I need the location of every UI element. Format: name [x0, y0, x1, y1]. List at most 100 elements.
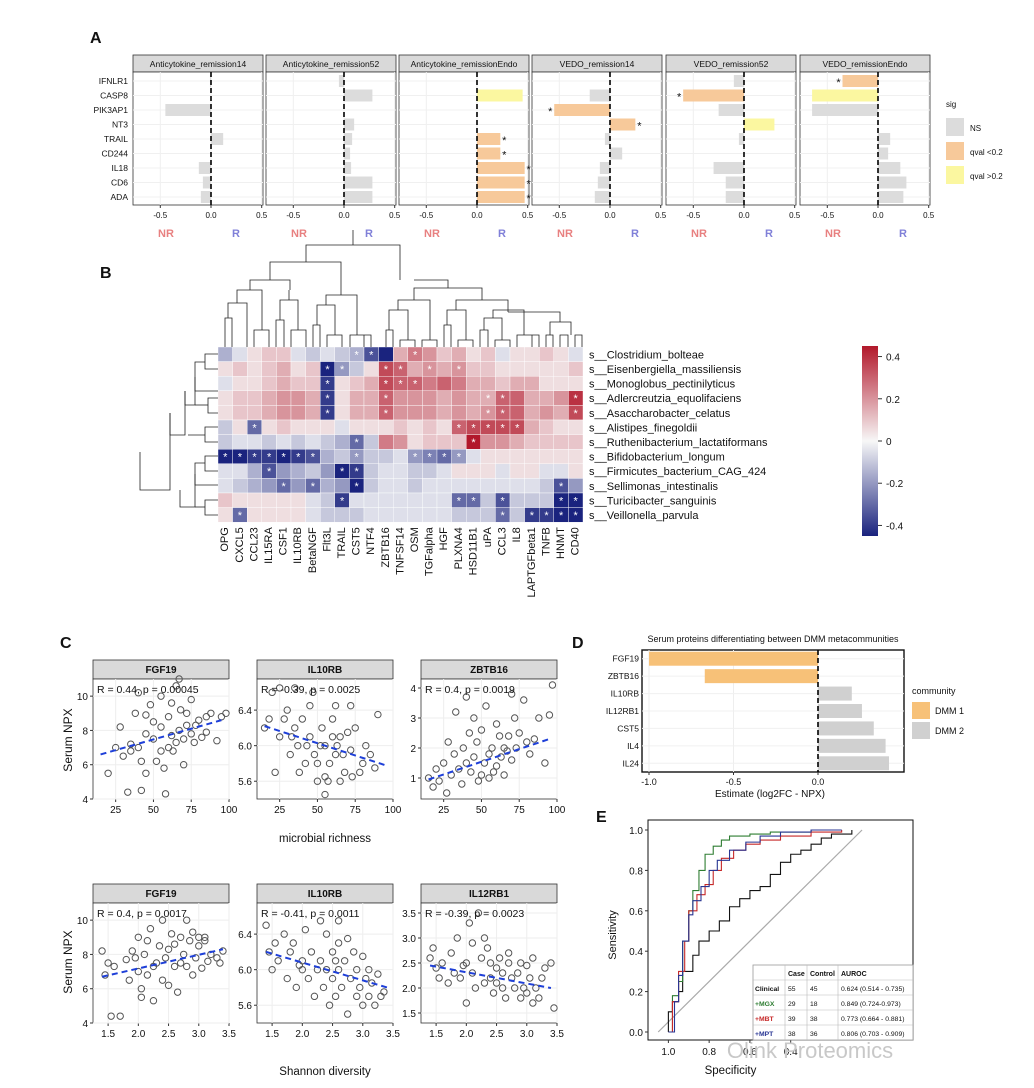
scatter-point — [426, 954, 434, 962]
nr-label: NR — [158, 228, 174, 240]
column-label: CSF1 — [278, 527, 290, 555]
scatter-point — [182, 962, 191, 971]
table-cell: 36 — [810, 1031, 818, 1038]
significance-star: * — [384, 408, 389, 420]
panel-label-a: A — [90, 30, 102, 47]
scatter-point — [325, 1001, 334, 1009]
heatmap-cell — [363, 492, 379, 508]
x-axis-label: Specificity — [705, 1065, 757, 1077]
r-label: R — [498, 228, 506, 240]
significance-star: * — [296, 452, 301, 464]
scatter-point — [146, 925, 155, 933]
heatmap-cell — [539, 376, 555, 392]
scatter-point — [198, 964, 206, 972]
significance-star: * — [340, 364, 345, 376]
effect-bar — [713, 162, 744, 174]
color-scale-label: 0 — [886, 437, 892, 448]
scatter-point — [172, 682, 180, 690]
heatmap-cell — [568, 507, 584, 523]
y-axis-label: Sensitivity — [607, 910, 619, 960]
heatmap-cell — [363, 419, 379, 435]
scatter-point — [182, 916, 191, 924]
estimate-bar — [704, 669, 818, 684]
heatmap-cell — [334, 376, 350, 392]
x-tick-label: 1.5 — [429, 1029, 443, 1040]
heatmap-cell — [363, 434, 379, 450]
scatter-point — [477, 726, 486, 734]
scatter-point — [492, 979, 501, 987]
scatter-point — [158, 976, 167, 984]
heatmap-cell — [539, 346, 555, 362]
effect-bar — [477, 191, 525, 203]
effect-bar — [344, 176, 373, 189]
heatmap-cell — [539, 449, 555, 465]
watermark-text: Olink Proteomics — [727, 1038, 893, 1063]
heatmap-cell — [524, 376, 540, 392]
scatter-point — [371, 764, 379, 772]
significance-star: * — [457, 364, 462, 376]
scatter-point — [331, 992, 340, 1001]
heatmap-cell — [451, 405, 467, 421]
panel-label-c: C — [60, 635, 72, 652]
significance-star: * — [340, 466, 345, 478]
y-tick-label: 6 — [82, 761, 88, 772]
table-cell: +MPT — [755, 1031, 774, 1038]
facet-title: VEDO_remissionEndo — [822, 59, 907, 69]
effect-bar — [477, 162, 525, 174]
heatmap-cell — [495, 434, 511, 450]
effect-bar — [198, 162, 211, 174]
scatter-point — [538, 974, 546, 982]
heatmap-cell — [451, 376, 467, 392]
heatmap-cell — [261, 434, 277, 450]
correlation-stat: R = -0.41, p = 0.0011 — [261, 908, 360, 920]
scatter-point — [432, 964, 440, 972]
protein-label: NT3 — [112, 120, 128, 130]
heatmap-cell — [349, 419, 365, 435]
heatmap-cell — [436, 390, 452, 406]
significance-star: * — [486, 422, 491, 434]
scatter-point — [142, 769, 150, 777]
heatmap-cell — [568, 361, 584, 377]
scatter-point — [334, 939, 343, 947]
heatmap-cell — [436, 419, 452, 435]
heatmap-cell — [246, 361, 262, 377]
heatmap-cell — [422, 478, 438, 494]
scatter-point — [517, 959, 525, 967]
heatmap-cell — [261, 419, 277, 435]
scatter-point — [380, 988, 388, 996]
heatmap-cell — [480, 463, 496, 479]
scatter-title: IL10RB — [308, 665, 342, 676]
x-tick-label: 75 — [514, 805, 526, 816]
heatmap-cell — [276, 419, 292, 435]
significance-star: * — [428, 364, 433, 376]
column-label: IL10RB — [292, 527, 304, 564]
scatter-point — [340, 957, 349, 965]
scatter-point — [462, 693, 471, 701]
table-cell: 0.806 (0.703 - 0.909) — [841, 1031, 904, 1038]
significance-star: * — [252, 452, 257, 464]
scatter-point — [128, 947, 136, 955]
scatter-point — [116, 723, 124, 731]
row-dendrogram — [194, 462, 218, 486]
x-tick-label: 0.5 — [789, 211, 801, 220]
nr-label: NR — [291, 228, 307, 240]
scatter-point — [137, 985, 146, 993]
scatter-point — [535, 994, 543, 1002]
table-cell: 45 — [810, 986, 818, 993]
scatter-point — [175, 675, 183, 683]
heatmap-cell — [422, 507, 438, 523]
heatmap-cell — [407, 478, 423, 494]
heatmap-cell — [305, 376, 321, 392]
y-axis-label: Serum NPX — [61, 930, 75, 993]
heatmap-cell — [568, 478, 584, 494]
legend-item: DMM 2 — [935, 726, 964, 736]
heatmap-cell — [363, 507, 379, 523]
scatter-point — [137, 993, 146, 1001]
significance-star: * — [836, 77, 841, 89]
heatmap-cell — [320, 346, 336, 362]
x-tick-label: 3.0 — [520, 1029, 534, 1040]
scatter-point — [444, 979, 452, 987]
heatmap-cell — [466, 361, 482, 377]
effect-bar — [477, 176, 525, 189]
scatter-point — [134, 933, 143, 941]
